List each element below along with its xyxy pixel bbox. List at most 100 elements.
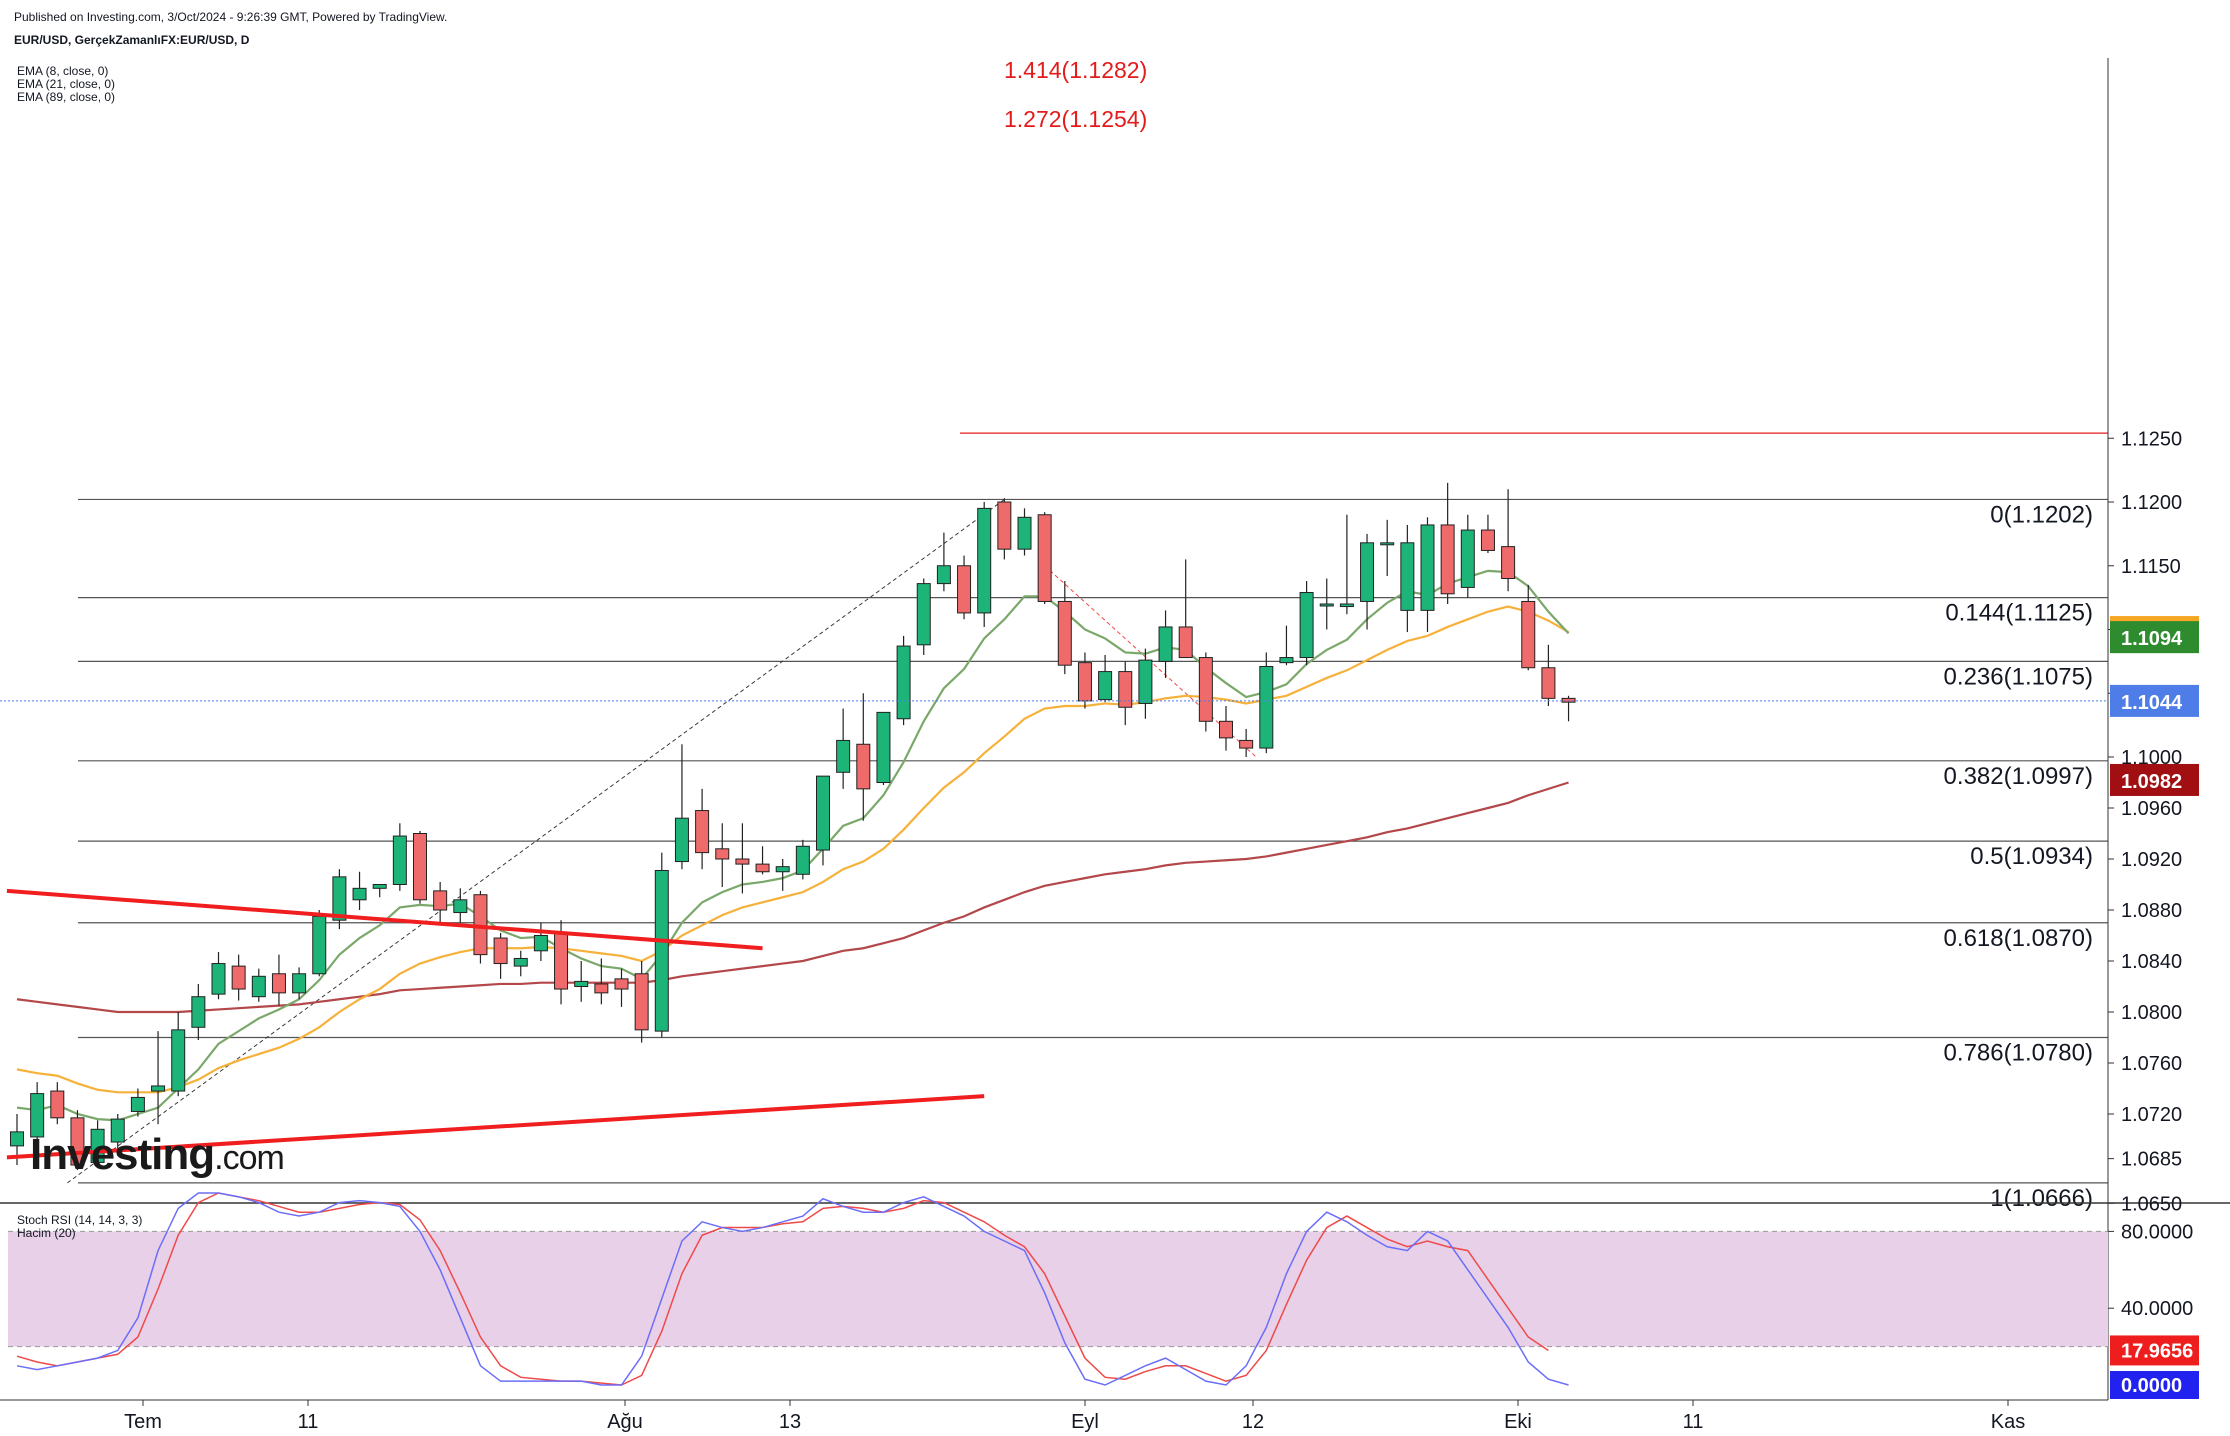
stoch-k-tag-label: 0.0000 <box>2121 1375 2182 1397</box>
candle <box>130 1088 145 1117</box>
candle-body <box>30 1093 45 1138</box>
fib-label: 0(1.1202) <box>1990 501 2093 528</box>
price-tick-label: 1.0840 <box>2121 951 2182 973</box>
candle <box>251 968 266 1002</box>
candle-body <box>775 866 790 873</box>
candle-body <box>1460 529 1475 588</box>
stoch-tick-label: 40.0000 <box>2121 1298 2193 1320</box>
ext-1414-label: 1.414(1.1282) <box>1004 57 1148 83</box>
ema21-legend[interactable]: EMA (21, close, 0) <box>17 77 116 91</box>
candle-body <box>735 858 750 865</box>
candle-body <box>916 583 931 646</box>
candle-body <box>836 739 851 773</box>
candle <box>936 532 951 592</box>
candle <box>312 910 327 977</box>
candle <box>413 830 427 904</box>
candle <box>1017 508 1032 556</box>
ema89-legend[interactable]: EMA (89, close, 0) <box>17 90 116 104</box>
candle-body <box>1440 524 1455 595</box>
candle-body <box>1259 665 1274 749</box>
candle-body <box>392 835 407 885</box>
stoch-legend[interactable]: Stoch RSI (14, 14, 3, 3) <box>17 1213 143 1227</box>
logo-suffix: .com <box>214 1139 285 1177</box>
candle <box>574 961 589 1002</box>
fib-label: 0.144(1.1125) <box>1945 600 2093 627</box>
price-tick-label: 1.0760 <box>2121 1053 2182 1075</box>
swing-up-line <box>67 499 1005 1184</box>
candle-body <box>251 975 266 998</box>
candle <box>110 1114 125 1153</box>
candle-body <box>574 980 589 988</box>
candle-body <box>332 876 347 921</box>
time-tick-label: 13 <box>779 1411 801 1433</box>
candle-body <box>90 1128 105 1163</box>
candle <box>836 708 851 789</box>
candle-body <box>715 848 730 860</box>
candle <box>171 1012 186 1097</box>
candle-body <box>191 996 206 1028</box>
candles <box>10 482 1576 1171</box>
price-tick-label: 1.0960 <box>2121 798 2182 820</box>
candle <box>1259 652 1274 754</box>
candle-body <box>816 775 830 851</box>
candle-body <box>654 869 669 1032</box>
candle-body <box>1541 667 1556 699</box>
candle-body <box>513 957 528 967</box>
candle <box>715 823 730 888</box>
candle-body <box>453 899 468 914</box>
candle <box>50 1082 65 1125</box>
candle <box>876 711 891 786</box>
candle-body <box>533 935 548 952</box>
candle <box>30 1082 45 1143</box>
price-tick-label: 1.1150 <box>2121 556 2181 578</box>
candle <box>151 1031 166 1125</box>
price-axis[interactable]: 1.12501.12001.11501.11001.10501.10001.09… <box>0 58 2230 1401</box>
candle <box>352 871 367 910</box>
ema8-legend[interactable]: EMA (8, close, 0) <box>17 64 109 78</box>
stoch-k-line <box>16 1192 1569 1386</box>
candle-body <box>211 963 226 995</box>
candle <box>1561 695 1576 722</box>
time-tick-label: 11 <box>1683 1411 1704 1433</box>
candle-body <box>755 863 770 873</box>
candle-body <box>957 565 972 614</box>
candle <box>614 968 629 1007</box>
fib-label: 0.618(1.0870) <box>1944 925 2093 952</box>
ext-1272-label: 1.272(1.1254) <box>1004 106 1148 132</box>
candle <box>896 635 911 726</box>
candle-body <box>1299 592 1314 659</box>
time-tick-label: Ağu <box>607 1411 643 1433</box>
candle-body <box>695 810 710 854</box>
candle-body <box>977 507 992 614</box>
candle <box>977 502 992 627</box>
trendline <box>6 888 763 951</box>
fib-label: 1(1.0666) <box>1990 1185 2093 1212</box>
candle <box>1319 578 1334 630</box>
candle <box>1158 610 1173 678</box>
volume-legend[interactable]: Hacim (20) <box>17 1226 76 1240</box>
candle <box>594 958 609 1005</box>
candle-body <box>1138 659 1153 704</box>
trendline <box>6 1094 985 1160</box>
time-axis[interactable]: Tem 11 Ağu 13 Eyl 12 Eki 11 Kas <box>124 1400 2025 1433</box>
candle <box>1098 655 1113 703</box>
time-tick-label: Kas <box>1991 1411 2025 1433</box>
ema89-line <box>16 781 1569 1014</box>
candle-body <box>1501 546 1516 579</box>
candle <box>533 922 548 961</box>
candle-body <box>433 890 448 911</box>
candle-body <box>493 937 508 965</box>
candle <box>1480 514 1495 553</box>
candle <box>453 888 468 923</box>
candle-body <box>292 973 307 994</box>
candle-body <box>1017 516 1032 550</box>
candle-body <box>795 845 810 875</box>
time-tick-label: 12 <box>1242 1411 1264 1433</box>
candle <box>1360 533 1375 630</box>
candle <box>1198 652 1213 732</box>
candle-body <box>1239 739 1254 749</box>
time-tick-label: Eyl <box>1071 1411 1099 1433</box>
candle-body <box>896 645 911 720</box>
candle <box>372 884 387 898</box>
